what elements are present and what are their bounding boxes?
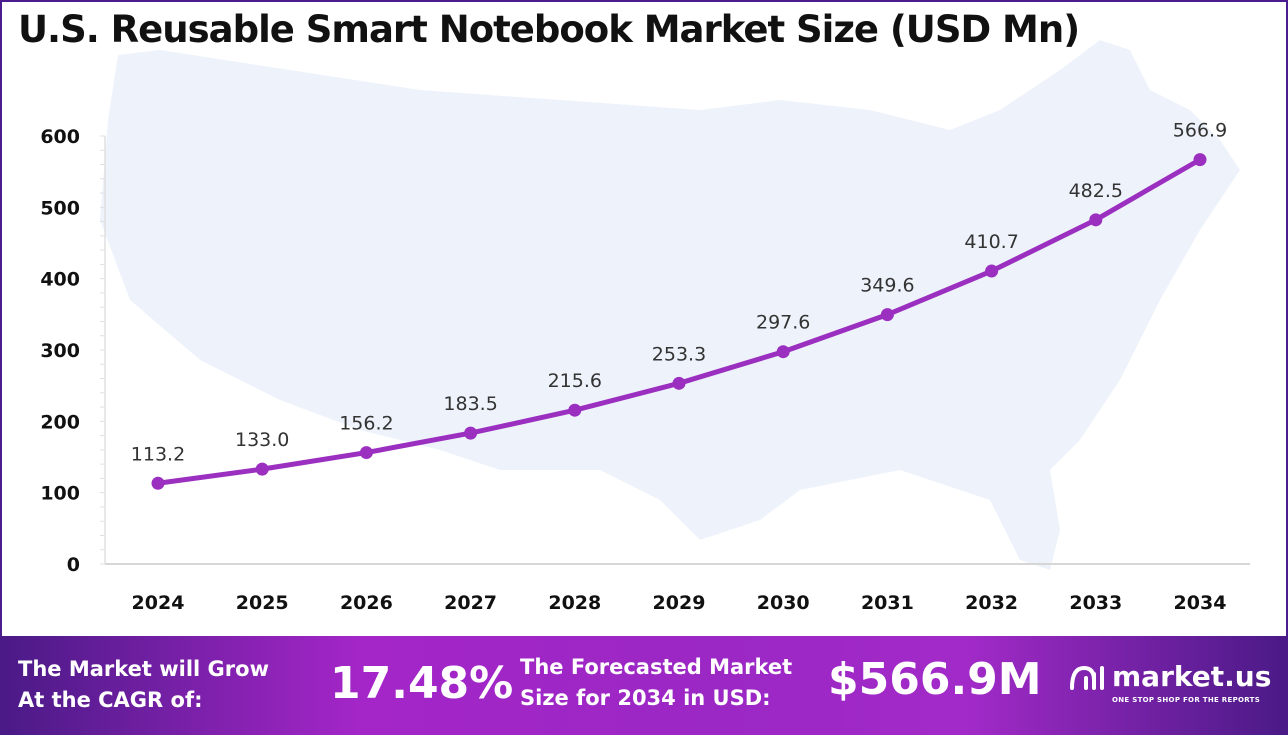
data-label: 566.9 <box>1173 120 1227 142</box>
data-label: 133.0 <box>235 429 289 451</box>
data-point <box>776 345 790 359</box>
data-point <box>985 264 999 278</box>
data-point <box>464 426 478 440</box>
data-point <box>672 376 686 390</box>
forecast-label-line-2: Size for 2034 in USD: <box>520 686 771 710</box>
summary-banner: The Market will Grow At the CAGR of: 17.4… <box>0 636 1288 735</box>
data-point <box>359 446 373 460</box>
y-tick-label: 600 <box>40 126 80 148</box>
data-point <box>880 308 894 322</box>
y-tick-label: 300 <box>40 340 80 362</box>
data-point <box>1193 153 1207 167</box>
x-tick-label: 2025 <box>236 592 289 614</box>
x-tick-label: 2026 <box>340 592 393 614</box>
cagr-label: The Market will Grow At the CAGR of: <box>18 654 269 716</box>
line-chart: 0 100 200 300 400 500 600 2024 2025 2026 2027 2028 2… <box>40 40 1250 614</box>
y-tick-label: 0 <box>67 554 80 576</box>
data-label: 482.5 <box>1069 180 1123 202</box>
x-tick-label: 2033 <box>1069 592 1122 614</box>
data-point <box>1089 213 1103 227</box>
forecast-label-line-1: The Forecasted Market <box>520 655 793 679</box>
data-label: 183.5 <box>443 393 497 415</box>
forecast-value: $566.9M <box>828 654 1042 705</box>
data-point <box>568 403 582 417</box>
x-tick-label: 2032 <box>965 592 1018 614</box>
y-tick-label: 500 <box>40 197 80 219</box>
y-tick-label: 400 <box>40 269 80 291</box>
data-label: 253.3 <box>652 343 706 365</box>
x-tick-label: 2034 <box>1174 592 1227 614</box>
x-tick-label: 2031 <box>861 592 914 614</box>
x-tick-label: 2024 <box>132 592 185 614</box>
data-label: 349.6 <box>860 275 914 297</box>
data-label: 215.6 <box>548 370 602 392</box>
logo-tagline: ONE STOP SHOP FOR THE REPORTS <box>1112 696 1261 704</box>
cagr-label-line-1: The Market will Grow <box>18 657 269 681</box>
cagr-label-line-2: At the CAGR of: <box>18 688 203 712</box>
forecast-label: The Forecasted Market Size for 2034 in US… <box>520 652 792 714</box>
x-tick-label: 2030 <box>757 592 810 614</box>
data-label: 156.2 <box>339 413 393 435</box>
y-tick-label: 100 <box>40 483 80 505</box>
chart-title: U.S. Reusable Smart Notebook Market Size… <box>18 8 1080 51</box>
x-tick-label: 2028 <box>548 592 601 614</box>
us-map-background <box>100 40 1240 570</box>
logo-icon <box>1070 665 1104 690</box>
data-point <box>151 476 165 490</box>
x-tick-label: 2027 <box>444 592 497 614</box>
data-label: 113.2 <box>131 443 185 465</box>
market-us-logo: market.us ONE STOP SHOP FOR THE REPORTS <box>1068 660 1271 704</box>
data-point <box>255 462 269 476</box>
data-label: 297.6 <box>756 312 810 334</box>
x-tick-label: 2029 <box>653 592 706 614</box>
data-label: 410.7 <box>964 231 1018 253</box>
logo-name: market.us <box>1112 660 1272 693</box>
y-tick-label: 200 <box>40 411 80 433</box>
cagr-value: 17.48% <box>330 658 514 709</box>
